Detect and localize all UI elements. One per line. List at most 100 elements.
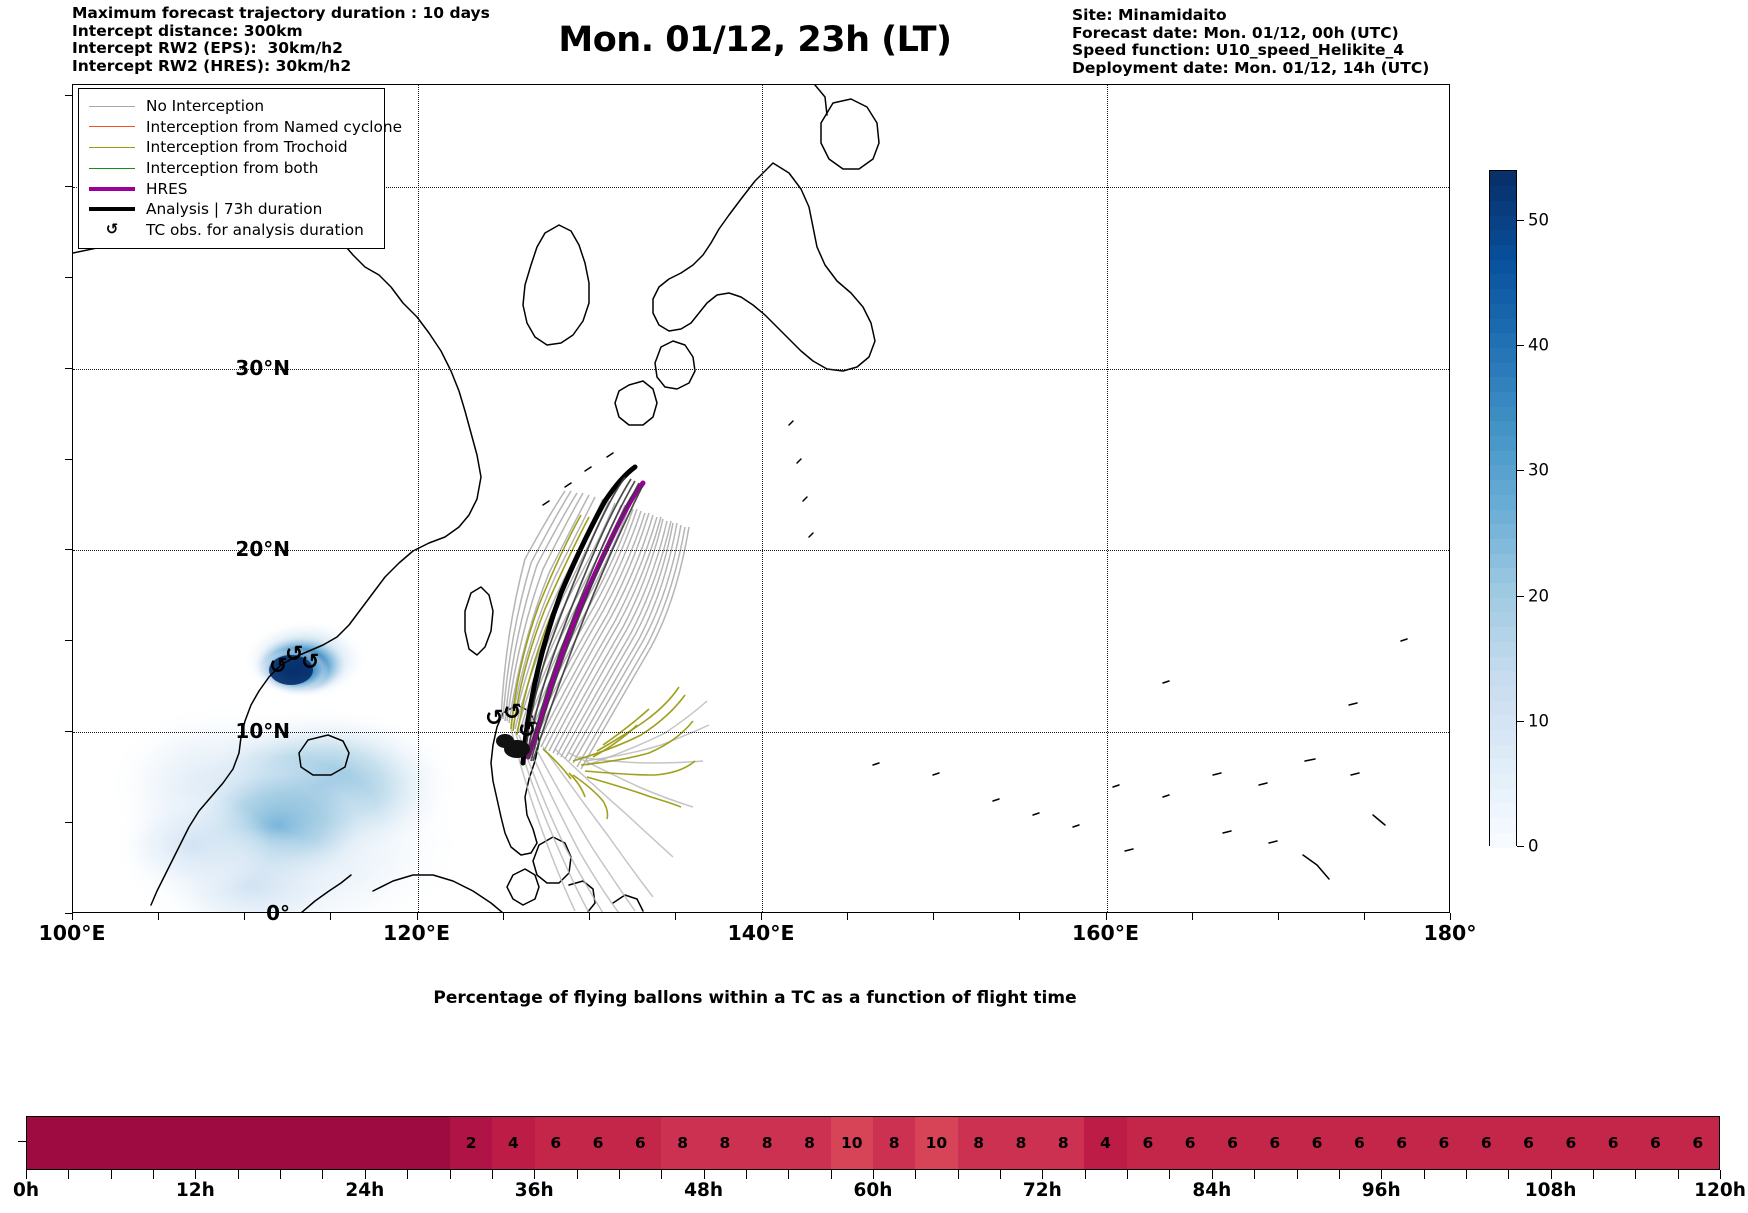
colorbar-tick bbox=[1517, 345, 1524, 347]
x-axis-tick-label: 160°E bbox=[1071, 921, 1140, 945]
percentage-bar-cell bbox=[69, 1117, 112, 1169]
colorbar-tick bbox=[1517, 470, 1524, 472]
colorbar-tick-label: 50 bbox=[1528, 210, 1549, 230]
y-axis-tick-label: 0° bbox=[266, 901, 290, 925]
colorbar-segment bbox=[1490, 773, 1516, 789]
legend-line-icon bbox=[89, 207, 135, 212]
tc-obs-marker: ↺ bbox=[503, 700, 521, 725]
map-legend[interactable]: No Interception Interception from Named c… bbox=[78, 88, 402, 250]
percentage-axis-minor-tick bbox=[745, 1170, 747, 1179]
x-axis-minor-tick bbox=[416, 913, 418, 920]
percentage-axis-tick-label: 96h bbox=[1361, 1180, 1401, 1201]
header-left-line-2: Intercept RW2 (EPS): 30km/h2 bbox=[72, 39, 343, 57]
percentage-bar-cell: 6 bbox=[1169, 1117, 1212, 1169]
legend-item-0[interactable]: No Interception bbox=[88, 96, 375, 117]
colorbar-segment bbox=[1490, 832, 1516, 848]
legend-line-swatch bbox=[88, 186, 136, 191]
tc-obs-marker: ↺ bbox=[269, 654, 287, 679]
percentage-bar-cell bbox=[111, 1117, 154, 1169]
colorbar-segment bbox=[1490, 641, 1516, 657]
percentage-bar-cell bbox=[238, 1117, 281, 1169]
percentage-axis-minor-tick bbox=[407, 1170, 409, 1179]
colorbar-segment bbox=[1490, 303, 1516, 319]
percentage-axis-tick-label: 12h bbox=[175, 1180, 215, 1201]
percentage-bar-cell: 6 bbox=[534, 1117, 577, 1169]
y-axis-minor-tick bbox=[65, 458, 72, 460]
percentage-axis-minor-tick bbox=[1381, 1170, 1383, 1179]
colorbar-segment bbox=[1490, 700, 1516, 716]
percentage-axis-minor-tick bbox=[1592, 1170, 1594, 1179]
percentage-bar-cell: 8 bbox=[999, 1117, 1043, 1169]
y-axis-minor-tick bbox=[65, 367, 72, 369]
colorbar-segment bbox=[1490, 538, 1516, 554]
x-axis-minor-tick bbox=[1191, 913, 1193, 920]
colorbar-segment bbox=[1490, 567, 1516, 584]
percentage-bar-cell bbox=[196, 1117, 239, 1169]
percentage-axis-tick-label: 48h bbox=[684, 1180, 724, 1201]
percentage-axis-minor-tick bbox=[1423, 1170, 1425, 1179]
percentage-bar-cell: 4 bbox=[492, 1117, 535, 1169]
colorbar-segment bbox=[1490, 332, 1516, 348]
colorbar-segment bbox=[1490, 714, 1516, 731]
legend-item-1[interactable]: Interception from Named cyclone bbox=[88, 117, 402, 138]
header-right-line-2: Speed function: U10_speed_Helikite_4 bbox=[1072, 41, 1405, 59]
percentage-bar-cell: 4 bbox=[1084, 1117, 1127, 1169]
percentage-bar[interactable]: 2 4 6 6 6 8 8 8 8 10 8 10 8 8 8 4 6 6 6 6 6 6 6 6 6 6 6 6 6 6 bbox=[26, 1116, 1720, 1170]
map-canvas: ↺ ↺ ↺ ↺ ↺ ↺ bbox=[73, 85, 1449, 912]
gridline-vertical bbox=[762, 85, 763, 912]
legend-line-swatch bbox=[88, 167, 136, 169]
percentage-bar-cell bbox=[323, 1117, 366, 1169]
colorbar-segment bbox=[1490, 185, 1516, 201]
percentage-bar-cell: 8 bbox=[661, 1117, 704, 1169]
colorbar-segment bbox=[1490, 670, 1516, 686]
percentage-bar-cell: 6 bbox=[1253, 1117, 1296, 1169]
colorbar-tick-label: 30 bbox=[1528, 460, 1549, 480]
eps-density-field bbox=[108, 620, 463, 912]
map-panel[interactable]: ↺ ↺ ↺ ↺ ↺ ↺ bbox=[72, 84, 1450, 913]
percentage-axis-minor-tick bbox=[449, 1170, 451, 1179]
percentage-axis-minor-tick bbox=[661, 1170, 663, 1179]
percentage-axis-minor-tick bbox=[703, 1170, 705, 1179]
percentage-bar-cell: 10 bbox=[915, 1117, 958, 1169]
percentage-axis-tick-label: 60h bbox=[853, 1180, 893, 1201]
x-axis-minor-tick bbox=[502, 913, 504, 920]
gridline-horizontal bbox=[73, 550, 1449, 552]
percentage-axis-minor-tick bbox=[618, 1170, 620, 1179]
percentage-bar-cell: 8 bbox=[957, 1117, 1000, 1169]
y-axis-minor-tick bbox=[65, 640, 72, 642]
map-vector-layer: ↺ ↺ ↺ ↺ ↺ ↺ bbox=[73, 85, 1408, 912]
y-axis-minor-tick bbox=[65, 185, 72, 187]
header-left-line-0: Maximum forecast trajectory duration : 1… bbox=[72, 4, 490, 22]
colorbar-segment bbox=[1490, 464, 1516, 481]
legend-line-swatch bbox=[88, 207, 136, 212]
percentage-bar-cell: 6 bbox=[1211, 1117, 1254, 1169]
percentage-bar-cells: 2 4 6 6 6 8 8 8 8 10 8 10 8 8 8 4 6 6 6 6 6 6 6 6 6 6 6 6 6 6 bbox=[26, 1116, 1720, 1170]
legend-item-2[interactable]: Interception from Trochoid bbox=[88, 137, 375, 158]
percentage-axis-minor-tick bbox=[153, 1170, 155, 1179]
colorbar-tick-label: 10 bbox=[1528, 711, 1549, 731]
legend-item-3[interactable]: Interception from both bbox=[88, 158, 375, 179]
x-axis-tick-label: 180° bbox=[1423, 921, 1477, 945]
legend-item-4[interactable]: HRES bbox=[88, 178, 375, 199]
colorbar-segment bbox=[1490, 509, 1516, 525]
percentage-axis-minor-tick bbox=[788, 1170, 790, 1179]
percentage-axis-tick-label: 108h bbox=[1524, 1180, 1577, 1201]
colorbar-segment bbox=[1490, 553, 1516, 569]
x-axis-tick-label: 100°E bbox=[38, 921, 106, 945]
x-axis-minor-tick bbox=[158, 913, 160, 920]
percentage-axis-minor-tick bbox=[1720, 1170, 1721, 1179]
colorbar-tick-label: 40 bbox=[1528, 335, 1549, 355]
eps-colorbar[interactable] bbox=[1489, 170, 1517, 848]
colorbar-segment bbox=[1490, 729, 1516, 745]
percentage-bar-cell bbox=[407, 1117, 450, 1169]
legend-item-5[interactable]: Analysis | 73h duration bbox=[88, 199, 375, 220]
colorbar-segment bbox=[1490, 362, 1516, 378]
legend-item-6[interactable]: ↺ TC obs. for analysis duration bbox=[88, 220, 375, 241]
y-axis-tick-label: 20°N bbox=[235, 537, 290, 562]
colorbar-segment bbox=[1490, 229, 1516, 246]
legend-item-label: Analysis | 73h duration bbox=[146, 200, 323, 219]
percentage-axis-tick-label: 36h bbox=[514, 1180, 554, 1201]
percentage-bar-cell bbox=[153, 1117, 197, 1169]
percentage-bar-cell: 8 bbox=[703, 1117, 747, 1169]
y-axis-minor-tick bbox=[65, 822, 72, 824]
